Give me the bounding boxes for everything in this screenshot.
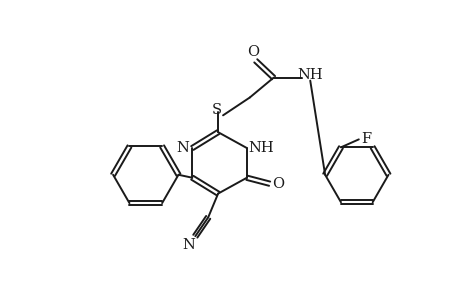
Text: F: F bbox=[361, 132, 371, 146]
Text: NH: NH bbox=[247, 141, 273, 155]
Text: S: S bbox=[212, 103, 222, 117]
Text: N: N bbox=[176, 141, 189, 155]
Text: NH: NH bbox=[297, 68, 322, 82]
Text: N: N bbox=[182, 238, 195, 252]
Text: O: O bbox=[246, 45, 258, 59]
Text: O: O bbox=[272, 177, 284, 191]
